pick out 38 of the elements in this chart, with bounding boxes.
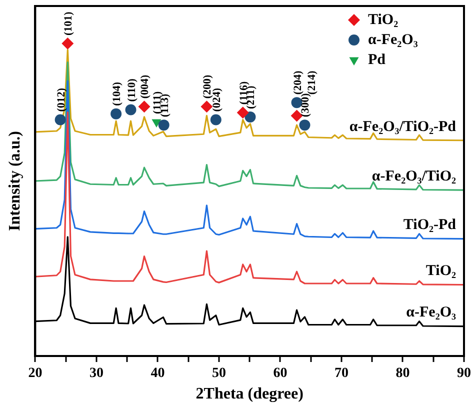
point xyxy=(62,38,74,50)
x-tick-label: 80 xyxy=(396,366,410,382)
point xyxy=(125,104,136,116)
legend-label: α-Fe₂O₃ xyxy=(368,32,418,48)
point xyxy=(236,106,249,119)
x-tick-label: 90 xyxy=(457,366,471,382)
point xyxy=(200,100,213,113)
legend-label: TiO₂ xyxy=(368,12,399,28)
x-tick-label: 60 xyxy=(273,366,288,382)
point xyxy=(54,114,66,126)
point xyxy=(299,120,310,131)
x-tick-label: 20 xyxy=(28,366,42,382)
x-axis-title: 2Theta (degree) xyxy=(196,386,304,403)
series-label: α-Fe₂O₃/TiO₂-Pd xyxy=(349,118,457,135)
series-label: TiO₂-Pd xyxy=(403,217,457,234)
point xyxy=(110,108,122,120)
x-tick-label: 50 xyxy=(212,366,226,382)
x-tick-label: 40 xyxy=(150,366,165,382)
annotation: (004) xyxy=(139,74,152,99)
point xyxy=(138,100,150,113)
point xyxy=(244,111,256,122)
annotation: (012) xyxy=(55,88,68,112)
annotation: (204) xyxy=(292,70,304,95)
point xyxy=(210,114,222,126)
series-label: α-Fe₂O₃/TiO₂ xyxy=(372,168,456,184)
annotation: (104) xyxy=(111,82,124,106)
x-tick-label: 70 xyxy=(334,366,348,382)
point xyxy=(152,119,162,128)
annotation: (214) xyxy=(306,70,318,95)
y-axis-title: Intensity (a.u.) xyxy=(6,130,24,232)
series-label: α-Fe₂O₃ xyxy=(406,304,456,321)
series-label: TiO₂ xyxy=(426,263,456,280)
x-tick-label: 30 xyxy=(89,366,104,382)
legend-label: Pd xyxy=(368,52,386,68)
point xyxy=(290,110,303,122)
annotation: (101) xyxy=(62,11,75,36)
annotation: (110) xyxy=(126,78,138,102)
point xyxy=(158,120,170,131)
